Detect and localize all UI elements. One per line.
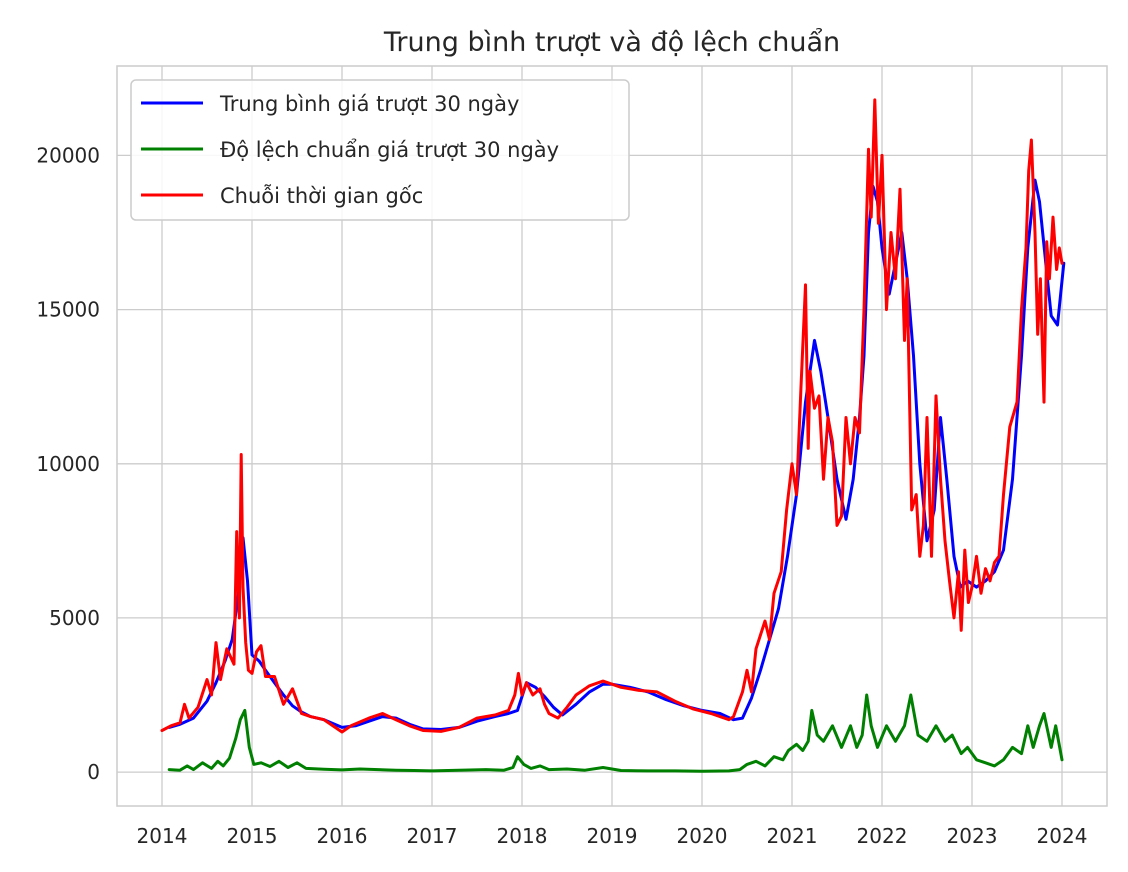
x-tick-label-0: 2014 (137, 824, 188, 848)
y-tick-label-2: 10000 (36, 452, 100, 476)
legend: Trung bình giá trượt 30 ngày Độ lệch chuẩ… (130, 79, 630, 221)
y-tick-label-1: 5000 (49, 606, 100, 630)
series-line-2 (160, 98, 1064, 734)
y-axis-ticks: 0 5000 10000 15000 20000 (36, 143, 100, 784)
legend-label-0: Trung bình giá trượt 30 ngày (219, 92, 519, 116)
x-tick-label-4: 2018 (497, 824, 548, 848)
x-tick-label-8: 2022 (857, 824, 908, 848)
y-tick-label-0: 0 (87, 760, 100, 784)
legend-box (130, 79, 630, 221)
x-tick-label-6: 2020 (677, 824, 728, 848)
y-tick-label-4: 20000 (36, 143, 100, 167)
legend-label-1: Độ lệch chuẩn giá trượt 30 ngày (220, 138, 559, 162)
series-layer (160, 98, 1066, 773)
x-axis-ticks: 2014 2015 2016 2017 2018 2019 2020 2021 2022 2023… (137, 824, 1088, 848)
x-tick-label-5: 2019 (587, 824, 638, 848)
x-tick-label-3: 2017 (407, 824, 458, 848)
x-tick-label-1: 2015 (227, 824, 278, 848)
legend-label-2: Chuỗi thời gian gốc (220, 183, 423, 208)
x-tick-label-10: 2024 (1037, 824, 1088, 848)
x-tick-label-9: 2023 (947, 824, 998, 848)
plot-frame (116, 65, 1108, 807)
x-tick-label-2: 2016 (317, 824, 368, 848)
chart-title: Trung bình trượt và độ lệch chuẩn (383, 27, 840, 58)
series-line-0 (167, 178, 1066, 731)
x-tick-label-7: 2021 (767, 824, 818, 848)
y-tick-label-3: 15000 (36, 298, 100, 322)
series-line-1 (167, 693, 1064, 773)
